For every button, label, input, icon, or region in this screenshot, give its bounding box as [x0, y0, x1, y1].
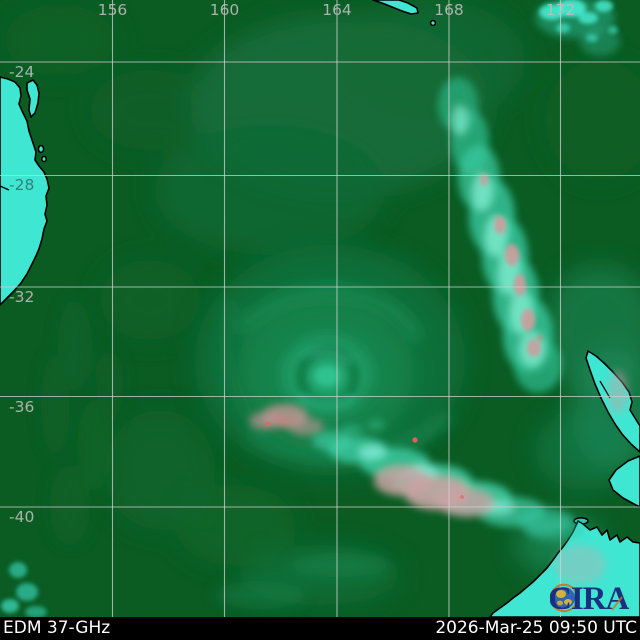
lat-label: -32: [9, 288, 34, 306]
australia-landmass: [0, 76, 50, 306]
lon-label: 160: [210, 1, 240, 19]
new-caledonia: [372, 0, 419, 15]
lon-label: 156: [98, 1, 128, 19]
lat-label: -28: [9, 176, 34, 194]
cira-logo: CIRA: [550, 581, 631, 615]
timestamp-label: 2026-Mar-25 09:50 UTC: [435, 618, 637, 638]
fraser-island: [26, 79, 40, 118]
logo-orange-ring: [550, 583, 579, 613]
lat-label: -36: [9, 398, 34, 416]
footer-bar: EDM 37-GHz 2026-Mar-25 09:50 UTC: [0, 617, 640, 640]
logo-accent: [611, 596, 623, 611]
estuary-line: [0, 185, 10, 191]
isle-of-pines: [429, 19, 437, 27]
cloud-field: [1, 0, 640, 617]
logo-text: CIRA: [550, 581, 630, 615]
small-island: [40, 155, 47, 163]
lon-label: 168: [434, 1, 464, 19]
lon-label: 172: [546, 1, 576, 19]
lon-label: 164: [322, 1, 352, 19]
small-island: [37, 144, 45, 154]
nz-coromandel: [608, 455, 640, 508]
lat-label: -24: [9, 63, 34, 81]
satellite-image: 156 160 164 168 172 -24 -28 -32 -36 -40: [0, 0, 640, 617]
graticule: [0, 0, 640, 617]
lat-label: -40: [9, 508, 34, 526]
overlay-clouds: [525, 370, 628, 585]
product-label: EDM 37-GHz: [3, 618, 111, 638]
